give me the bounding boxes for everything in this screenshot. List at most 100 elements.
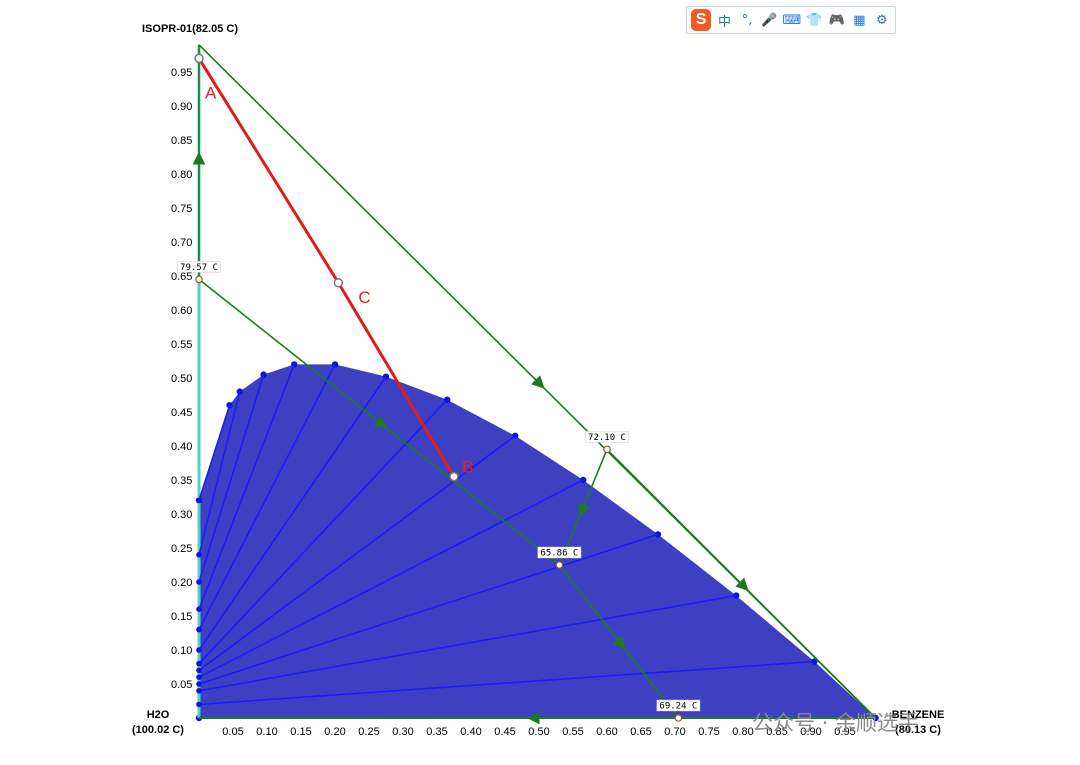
azeotrope-label-0: 79.57 C xyxy=(180,263,218,273)
left-tick-label: 0.80 xyxy=(171,169,192,181)
left-tick-label: 0.35 xyxy=(171,475,192,487)
bottom-tick-label: 0.80 xyxy=(732,726,753,738)
bottom-tick-label: 0.40 xyxy=(460,726,481,738)
azeotrope-point-3 xyxy=(674,714,683,722)
vertex-label-right-2: (80.13 C) xyxy=(895,724,941,736)
ime-logo-icon[interactable]: S xyxy=(691,9,712,31)
mic-icon[interactable]: 🎤 xyxy=(761,12,778,28)
binodal-point-3 xyxy=(236,388,243,395)
left-tick-label: 0.45 xyxy=(171,407,192,419)
bottom-tick-label: 0.15 xyxy=(290,726,311,738)
bottom-tick-label: 0.65 xyxy=(630,726,651,738)
feed-point-label-A: A xyxy=(205,83,217,102)
tie-line-10 xyxy=(198,594,737,692)
tie-line-end-4 xyxy=(196,626,202,633)
tie-line-4 xyxy=(198,364,336,630)
azeotrope-label-2: 65.86 C xyxy=(540,549,578,559)
bottom-tick-label: 0.85 xyxy=(766,726,787,738)
tie-line-end-5 xyxy=(196,647,202,653)
tie-line-end-7 xyxy=(196,667,202,674)
bottom-tick-label: 0.75 xyxy=(698,726,719,738)
keyboard-icon[interactable]: ⌨ xyxy=(782,12,802,28)
left-tick-label: 0.30 xyxy=(171,509,192,521)
tie-line-end-0 xyxy=(196,497,202,504)
tie-line-5 xyxy=(198,376,387,651)
liquid-liquid-region xyxy=(195,361,879,722)
boundary-arrow-3 xyxy=(578,502,591,517)
tie-line-end-11 xyxy=(196,701,202,708)
azeotrope-label-1: 72.10 C xyxy=(588,433,626,443)
bottom-tick-label: 0.05 xyxy=(222,726,243,738)
tie-line-7 xyxy=(198,435,516,672)
watermark: 公众号 · 余顺选手 xyxy=(752,711,919,735)
tie-line-end-2 xyxy=(196,579,202,585)
binodal-point-5 xyxy=(291,361,298,368)
feed-point-label-B: B xyxy=(462,458,473,477)
azeotrope-label-box-2 xyxy=(537,546,582,559)
boundary-arrow-2 xyxy=(373,415,388,429)
tie-line-end-8 xyxy=(196,674,202,680)
left-tick-label: 0.60 xyxy=(171,305,192,317)
left-tick-label: 0.85 xyxy=(171,135,192,147)
bottom-tick-label: 0.90 xyxy=(800,726,821,738)
left-tick-label: 0.05 xyxy=(171,679,192,691)
game-icon[interactable]: 🎮 xyxy=(828,12,846,28)
ime-punct-button[interactable]: °, xyxy=(741,12,753,28)
left-tick-label: 0.25 xyxy=(171,543,192,555)
left-tick-label: 0.65 xyxy=(171,271,192,283)
bottom-tick-label: 0.70 xyxy=(664,726,685,738)
vertex-label-left-2: (100.02 C) xyxy=(132,724,184,736)
azeotrope-label-box-3 xyxy=(656,699,701,712)
left-tick-label: 0.90 xyxy=(171,101,192,113)
azeotrope-point-1 xyxy=(603,445,611,454)
azeotrope-label-3: 69.24 C xyxy=(659,702,697,712)
feed-point-label-C: C xyxy=(358,288,370,307)
azeotrope-label-box-0 xyxy=(177,261,221,273)
bottom-tick-label: 0.25 xyxy=(358,726,379,738)
tie-line-end-1 xyxy=(196,552,202,558)
binodal-point-6 xyxy=(331,361,339,368)
tie-line-2 xyxy=(198,374,265,583)
tie-line-end-3 xyxy=(196,606,202,612)
boundary-arrow-1 xyxy=(735,577,749,592)
boundary-arrow-0 xyxy=(531,375,545,389)
feed-point-A xyxy=(194,53,204,64)
left-tick-label: 0.95 xyxy=(171,67,192,79)
tie-line-9 xyxy=(198,533,659,685)
skin-icon[interactable]: 👕 xyxy=(806,12,823,28)
azeotrope-label-box-1 xyxy=(585,431,629,443)
bottom-tick-label: 0.20 xyxy=(324,726,345,738)
settings-icon[interactable]: ⚙ xyxy=(875,12,888,28)
azeotropes: 79.57 C 72.10 C 65.86 C 69.24 C xyxy=(177,261,701,722)
tie-line-end-9 xyxy=(196,681,202,687)
left-tick-label: 0.40 xyxy=(171,441,192,453)
feed-line: A C B xyxy=(194,53,473,482)
bottom-tick-label: 0.95 xyxy=(834,726,855,738)
tie-line-11 xyxy=(198,660,815,706)
left-tick-label: 0.10 xyxy=(171,645,192,657)
binodal-point-4 xyxy=(260,371,267,378)
tie-lines xyxy=(196,364,815,708)
tie-line-3 xyxy=(198,364,295,610)
left-tick-label: 0.70 xyxy=(171,237,192,249)
boundary-arrow-4 xyxy=(612,635,626,650)
azeotrope-point-2 xyxy=(555,561,564,569)
feed-point-B xyxy=(449,471,459,482)
tick-labels: 0.05 0.10 0.15 0.20 0.25 0.30 0.35 0.40 0.45 0.50… xyxy=(171,67,856,738)
left-tick-label: 0.75 xyxy=(171,203,192,215)
tie-line-8 xyxy=(198,479,584,678)
apps-icon[interactable]: ▦ xyxy=(853,12,866,28)
azeotrope-point-0 xyxy=(195,275,203,284)
bottom-tick-label: 0.45 xyxy=(494,726,515,738)
ime-mode-button[interactable]: 中 xyxy=(717,14,731,30)
tie-line-1 xyxy=(198,391,241,555)
bottom-tick-label: 0.55 xyxy=(562,726,583,738)
bottom-tick-label: 0.60 xyxy=(596,726,617,738)
left-tick-label: 0.20 xyxy=(171,577,192,589)
ime-toolbar: S 中 °, 🎤 ⌨ 👕 🎮 ▦ ⚙ xyxy=(686,6,896,34)
tie-line-end-6 xyxy=(196,660,202,667)
left-tick-label: 0.50 xyxy=(171,373,192,385)
vertex-label-right-1: BENZENE xyxy=(892,709,945,721)
feed-point-C xyxy=(333,278,344,288)
vertex-label-top: ISOPR-01(82.05 C) xyxy=(142,23,238,35)
